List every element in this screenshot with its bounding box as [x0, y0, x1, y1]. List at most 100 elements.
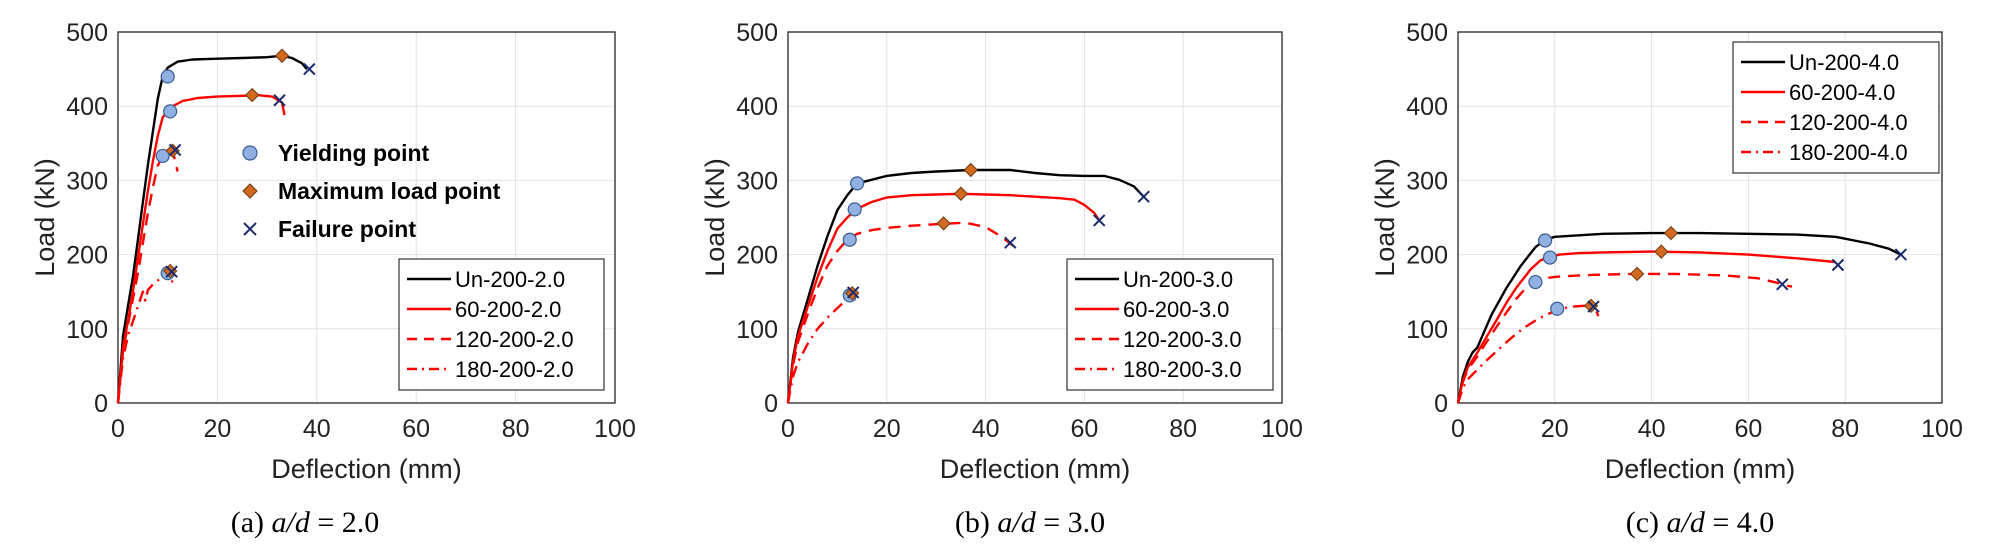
series-line-60-200-2.0: [116, 93, 286, 404]
series-line-60-200-3.0: [786, 192, 1101, 404]
series-line-60-200-4.0: [1456, 250, 1836, 404]
x-tick-label: 20: [873, 415, 901, 443]
legend-label: 180-200-3.0: [1123, 357, 1242, 382]
series-line-180-200-4.0: [1456, 304, 1600, 404]
max-load-point-marker: [1654, 244, 1669, 259]
panel-caption: (c) a/d = 4.0: [1626, 506, 1775, 539]
max-load-point-marker: [953, 186, 969, 201]
caption-value: = 2.0: [310, 506, 379, 539]
failure-point-stroke: [165, 265, 178, 278]
marker-legend: Yielding point Maximum load point Failure …: [242, 140, 501, 242]
failure-point-stroke: [168, 143, 182, 157]
yield-point-marker: [1538, 233, 1553, 248]
series-line-180-200-3.0: [786, 292, 856, 404]
failure-point-stroke: [273, 94, 286, 107]
series-line-120-200-3.0: [786, 221, 1021, 404]
legend: Un-200-3.0 60-200-3.0 120-200-3.0 180-200-3…: [1066, 258, 1274, 391]
yield-point-marker: [850, 176, 865, 191]
failure-point-marker: [1004, 236, 1017, 249]
x-tick-label: 0: [111, 415, 125, 443]
failure-point-stroke: [243, 222, 257, 236]
y-tick-label: 100: [1406, 316, 1448, 344]
failure-point-marker: [1894, 248, 1908, 261]
x-tick-label: 100: [1261, 415, 1303, 443]
y-tick-label: 100: [66, 316, 108, 344]
panel-caption: (b) a/d = 3.0: [955, 506, 1105, 539]
plot-frame: [787, 31, 1283, 404]
failure-point-marker: [1776, 278, 1789, 291]
chart-panel-1: 0 20 40 60 80 100 0 100 200 300 400 500 Deflection (…: [30, 19, 636, 539]
yield-point-marker: [163, 104, 178, 119]
x-tick-label: 0: [1451, 415, 1465, 443]
y-tick-label: 500: [1406, 19, 1448, 47]
y-tick-label: 200: [736, 242, 778, 270]
x-tick-label: 100: [594, 415, 636, 443]
max-load-point-marker: [963, 162, 978, 178]
yield-point-marker: [155, 148, 170, 164]
max-load-legend-marker: [242, 183, 258, 199]
failure-point-stroke: [303, 62, 316, 76]
yield-point-marker: [842, 232, 857, 247]
yield-point-marker: [1528, 274, 1543, 290]
failure-point-marker: [165, 265, 178, 278]
panel-caption: (a) a/d = 2.0: [231, 506, 380, 539]
max-load-point-marker: [274, 48, 290, 63]
failure-point-marker: [847, 286, 860, 299]
caption-prefix: (c): [1626, 506, 1667, 539]
chart-panel-3: 0 20 40 60 80 100 0 100 200 300 400 500 Deflection (…: [1370, 19, 1963, 539]
y-tick-label: 0: [94, 390, 108, 418]
legend: Un-200-4.0 60-200-4.0 120-200-4.0 180-200-4…: [1732, 41, 1940, 174]
y-axis-label: Load (kN): [1370, 158, 1400, 277]
x-axis-label: Deflection (mm): [940, 454, 1131, 484]
marker-legend-label: Yielding point: [278, 140, 430, 166]
legend-label: 60-200-4.0: [1789, 80, 1895, 105]
y-tick-label: 300: [1406, 167, 1448, 195]
x-tick-label: 100: [1921, 415, 1963, 443]
chart-panel-2: 0 20 40 60 80 100 0 100 200 300 400 500 Deflection (…: [700, 19, 1303, 539]
yield-point-marker: [1550, 301, 1565, 316]
x-tick-label: 20: [1541, 415, 1569, 443]
caption-prefix: (b): [955, 506, 997, 539]
x-tick-label: 40: [1638, 415, 1666, 443]
y-tick-label: 300: [66, 167, 108, 195]
y-tick-label: 0: [764, 390, 778, 418]
yield-point-marker: [160, 69, 175, 84]
x-tick-label: 40: [303, 415, 331, 443]
failure-point-stroke: [1894, 248, 1908, 261]
y-tick-label: 400: [736, 93, 778, 121]
legend-label: 180-200-2.0: [455, 357, 574, 382]
max-load-point-marker: [936, 216, 951, 231]
caption-value: = 3.0: [1036, 506, 1105, 539]
legend-label: 60-200-2.0: [455, 297, 561, 322]
max-load-point-marker: [1663, 225, 1679, 241]
y-tick-label: 500: [736, 19, 778, 47]
legend-label: 180-200-4.0: [1789, 140, 1908, 165]
plot-frame: [1457, 31, 1943, 404]
legend-label: 120-200-2.0: [455, 327, 574, 352]
x-tick-label: 80: [1831, 415, 1859, 443]
yield-point-marker: [1542, 250, 1558, 265]
y-tick-label: 200: [66, 242, 108, 270]
y-tick-label: 400: [1406, 93, 1448, 121]
failure-point-legend-marker: [243, 222, 257, 236]
failure-point-marker: [303, 62, 316, 76]
failure-point-marker: [273, 94, 286, 107]
marker-legend-label: Maximum load point: [278, 178, 501, 204]
y-tick-label: 500: [66, 19, 108, 47]
y-tick-label: 100: [736, 316, 778, 344]
legend-label: Un-200-4.0: [1789, 50, 1899, 75]
y-tick-label: 0: [1434, 390, 1448, 418]
y-tick-label: 200: [1406, 242, 1448, 270]
yield-point-marker: [847, 202, 862, 217]
x-tick-label: 60: [1070, 415, 1098, 443]
failure-point-stroke: [1137, 190, 1150, 203]
x-tick-label: 80: [1169, 415, 1197, 443]
x-tick-label: 60: [402, 415, 430, 443]
x-tick-label: 20: [203, 415, 231, 443]
legend-label: 120-200-3.0: [1123, 327, 1242, 352]
x-tick-label: 0: [781, 415, 795, 443]
series-line-120-200-4.0: [1456, 272, 1793, 404]
failure-point-marker: [1137, 190, 1150, 203]
y-axis-label: Load (kN): [30, 158, 60, 277]
caption-variable: a/d: [1667, 506, 1706, 539]
